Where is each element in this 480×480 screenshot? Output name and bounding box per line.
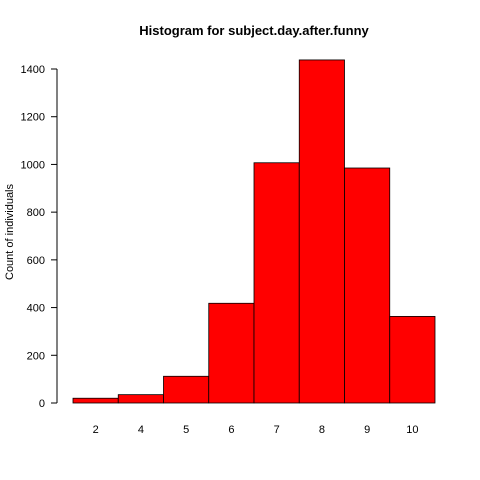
y-tick-label-1400: 1400 — [21, 64, 45, 76]
x-tick-label-6: 6 — [228, 424, 234, 436]
x-tick-label-2: 2 — [93, 424, 99, 436]
y-tick-label-0: 0 — [39, 398, 45, 410]
x-tick-label-5: 5 — [183, 424, 189, 436]
bar-6 — [208, 302, 255, 404]
x-tick-label-4: 4 — [138, 424, 144, 436]
y-axis-label: Count of individuals — [4, 184, 16, 281]
chart-title: Histogram for subject.day.after.funny — [139, 23, 369, 38]
bar-5 — [163, 375, 210, 404]
y-tick-label-400: 400 — [27, 303, 45, 315]
y-axis: 0 200 400 600 800 1000 1200 1400 — [21, 64, 58, 410]
x-tick-label-8: 8 — [319, 424, 325, 436]
bar-10 — [389, 315, 436, 404]
bar-9 — [344, 167, 391, 404]
x-tick-label-7: 7 — [274, 424, 280, 436]
y-tick-label-600: 600 — [27, 255, 45, 267]
x-tick-label-9: 9 — [364, 424, 370, 436]
bar-7 — [253, 162, 300, 404]
y-tick-label-1000: 1000 — [21, 159, 45, 171]
x-tick-label-10: 10 — [406, 424, 418, 436]
bar-2 — [72, 397, 119, 404]
y-tick-label-800: 800 — [27, 207, 45, 219]
bar-4 — [117, 394, 164, 404]
y-tick-label-200: 200 — [27, 350, 45, 362]
bar-8 — [298, 59, 345, 404]
y-tick-label-1200: 1200 — [21, 112, 45, 124]
bars-group — [72, 59, 436, 404]
x-axis: 2 4 5 6 7 8 9 10 — [93, 424, 419, 436]
